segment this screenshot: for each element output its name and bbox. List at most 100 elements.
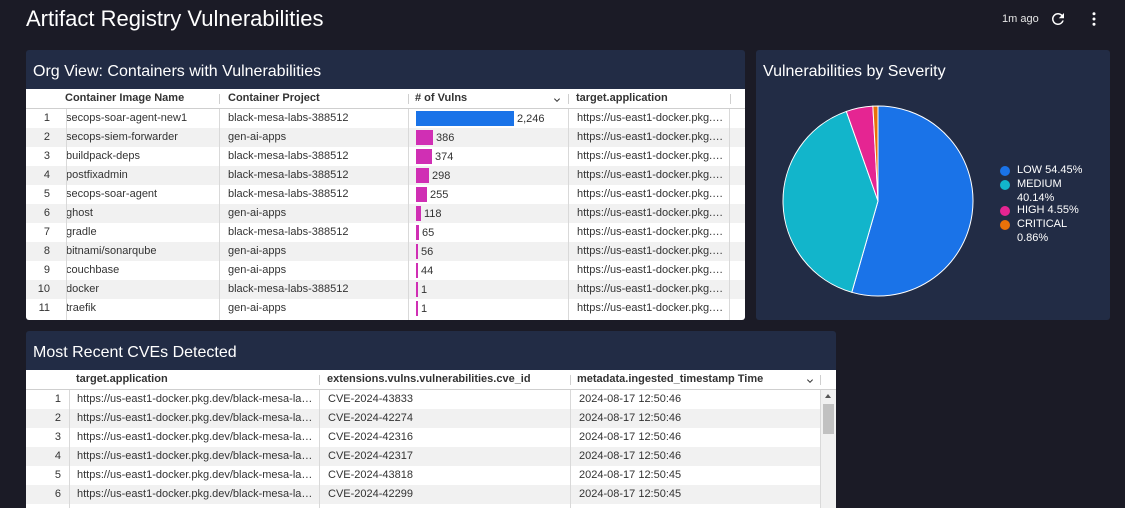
cell-image-name: docker <box>66 283 100 295</box>
cell-target-application: https://us-east1-docker.pkg.dev/black-me… <box>77 488 315 500</box>
table-row[interactable]: 8 bitnami/sonarqube gen-ai-apps https://us-… <box>26 242 745 261</box>
column-header-target-application[interactable]: target.application <box>76 373 168 385</box>
cell-target-application: https://us-east1-docker.pkg.dev/black-me… <box>77 412 315 424</box>
cell-cve-id: CVE-2024-43833 <box>328 393 414 405</box>
table-row[interactable]: 5 https://us-east1-docker.pkg.dev/black-m… <box>26 466 821 485</box>
table-row[interactable]: 6 ghost gen-ai-apps https://us-east1-docker… <box>26 204 745 223</box>
cell-project: gen-ai-apps <box>228 302 287 314</box>
org-view-table-header: Container Image Name Container Project #… <box>26 89 745 109</box>
legend-value-critical: 0.86% <box>1017 232 1049 244</box>
cell-target-application: https://us-east1-docker.pkg.dev/gen-ai-a… <box>577 245 728 257</box>
legend-item-low[interactable]: LOW 54.45% <box>1000 163 1082 177</box>
pie-slice-medium[interactable] <box>782 110 879 293</box>
row-index: 5 <box>43 188 50 200</box>
column-header-image-name[interactable]: Container Image Name <box>65 92 185 104</box>
vulns-bar <box>416 225 419 240</box>
table-row[interactable]: 3 https://us-east1-docker.pkg.dev/black-m… <box>26 428 821 447</box>
org-view-panel: Org View: Containers with Vulnerabilitie… <box>26 50 745 320</box>
last-updated-text: 1m ago <box>1002 13 1039 25</box>
cell-target-application: https://us-east1-docker.pkg.dev/black-me… <box>577 283 728 295</box>
cell-image-name: couchbase <box>66 264 120 276</box>
cell-image-name: postfixadmin <box>66 169 128 181</box>
vulns-bar <box>416 301 418 316</box>
vulns-bar <box>416 187 427 202</box>
legend-label-medium: MEDIUM <box>1017 178 1062 190</box>
cell-project: black-mesa-labs-388512 <box>228 283 349 295</box>
legend-item-high[interactable]: HIGH 4.55% <box>1000 203 1079 217</box>
cell-timestamp: 2024-08-17 12:50:46 <box>579 412 682 424</box>
cell-target-application: https://us-east1-docker.pkg.dev/black-me… <box>77 469 315 481</box>
more-vert-icon[interactable] <box>1084 9 1104 29</box>
org-view-table-body: 1 secops-soar-agent-new1 black-mesa-labs-3… <box>26 109 745 318</box>
refresh-icon[interactable] <box>1048 9 1068 29</box>
table-row[interactable]: 9 couchbase gen-ai-apps https://us-east1-do… <box>26 261 745 280</box>
row-index: 10 <box>37 283 50 295</box>
row-index: 5 <box>54 469 61 481</box>
pie-slice-low[interactable] <box>851 105 974 297</box>
cell-target-application: https://us-east1-docker.pkg.dev/black-me… <box>577 169 728 181</box>
cell-project: gen-ai-apps <box>228 131 287 143</box>
cell-project: gen-ai-apps <box>228 207 287 219</box>
severity-panel: Vulnerabilities by Severity LOW 54.45% M… <box>756 50 1110 320</box>
cves-table-body: 1 https://us-east1-docker.pkg.dev/black-m… <box>26 390 836 504</box>
cell-target-application: https://us-east1-docker.pkg.dev/gen-ai-a… <box>577 207 728 219</box>
table-row[interactable]: 2 https://us-east1-docker.pkg.dev/black-m… <box>26 409 821 428</box>
table-row[interactable]: 5 secops-soar-agent black-mesa-labs-388512… <box>26 185 745 204</box>
cell-image-name: secops-siem-forwarder <box>66 131 178 143</box>
vulns-bar <box>416 130 433 145</box>
table-row[interactable]: 1 https://us-east1-docker.pkg.dev/black-m… <box>26 390 821 409</box>
cell-target-application: https://us-east1-docker.pkg.dev/black-me… <box>577 226 728 238</box>
vulns-bar-label: 1 <box>421 303 428 315</box>
column-header-project[interactable]: Container Project <box>228 92 320 104</box>
legend-item-critical[interactable]: CRITICAL 0.86% <box>1000 217 1067 245</box>
legend-label-critical: CRITICAL <box>1017 218 1068 230</box>
legend-label-low: LOW 54.45% <box>1017 164 1083 176</box>
cell-timestamp: 2024-08-17 12:50:46 <box>579 431 682 443</box>
page-title: Artifact Registry Vulnerabilities <box>26 6 324 31</box>
table-row[interactable]: 4 https://us-east1-docker.pkg.dev/black-m… <box>26 447 821 466</box>
table-row[interactable]: 4 postfixadmin black-mesa-labs-388512 https… <box>26 166 745 185</box>
row-index: 1 <box>54 393 61 405</box>
cell-project: black-mesa-labs-388512 <box>228 226 349 238</box>
legend-item-medium[interactable]: MEDIUM 40.14% <box>1000 177 1062 205</box>
legend-label-high: HIGH 4.55% <box>1017 204 1079 216</box>
table-row[interactable]: 10 docker black-mesa-labs-388512 https://us… <box>26 280 745 299</box>
table-row[interactable]: 7 gradle black-mesa-labs-388512 https://us-… <box>26 223 745 242</box>
vulns-bar-label: 298 <box>432 170 451 182</box>
vulns-bar-label: 65 <box>422 227 435 239</box>
table-row[interactable]: 2 secops-siem-forwarder gen-ai-apps https:/… <box>26 128 745 147</box>
cell-target-application: https://us-east1-docker.pkg.dev/gen-ai-a… <box>577 302 728 314</box>
cell-project: black-mesa-labs-388512 <box>228 112 349 124</box>
row-index: 2 <box>54 412 61 424</box>
legend-dot-critical <box>1000 220 1010 230</box>
pie-slice-critical[interactable] <box>872 105 879 202</box>
cell-target-application: https://us-east1-docker.pkg.dev/gen-ai-a… <box>577 264 728 276</box>
table-row[interactable]: 11 traefik gen-ai-apps https://us-east1-doc… <box>26 299 745 318</box>
row-index: 4 <box>54 450 61 462</box>
cell-image-name: secops-soar-agent <box>66 188 158 200</box>
cell-timestamp: 2024-08-17 12:50:46 <box>579 450 682 462</box>
cves-title: Most Recent CVEs Detected <box>33 344 237 361</box>
table-row[interactable]: 6 https://us-east1-docker.pkg.dev/black-m… <box>26 485 821 504</box>
table-row[interactable]: 1 secops-soar-agent-new1 black-mesa-labs-3… <box>26 109 745 128</box>
cell-cve-id: CVE-2024-42299 <box>328 488 414 500</box>
chevron-down-icon[interactable] <box>551 93 563 111</box>
column-header-cve-id[interactable]: extensions.vulns.vulnerabilities.cve_id <box>327 373 531 385</box>
vulns-bar <box>416 149 432 164</box>
scroll-up-arrow-icon[interactable] <box>825 394 831 398</box>
legend-value-medium: 40.14% <box>1017 192 1055 204</box>
column-header-vulns[interactable]: # of Vulns <box>415 92 468 104</box>
cell-target-application: https://us-east1-docker.pkg.dev/black-me… <box>577 150 728 162</box>
column-header-timestamp[interactable]: metadata.ingested_timestamp Time <box>577 373 764 385</box>
chevron-down-icon[interactable] <box>804 374 816 392</box>
vulns-bar <box>416 206 421 221</box>
cves-scrollbar[interactable] <box>821 390 836 508</box>
row-index: 3 <box>54 431 61 443</box>
cves-scrollbar-thumb[interactable] <box>823 404 834 434</box>
vulns-bar-label: 2,246 <box>517 113 545 125</box>
cell-project: gen-ai-apps <box>228 264 287 276</box>
column-header-target[interactable]: target.application <box>576 92 668 104</box>
vulns-bar <box>416 111 514 126</box>
row-index: 1 <box>43 112 50 124</box>
table-row[interactable]: 3 buildpack-deps black-mesa-labs-388512 htt… <box>26 147 745 166</box>
